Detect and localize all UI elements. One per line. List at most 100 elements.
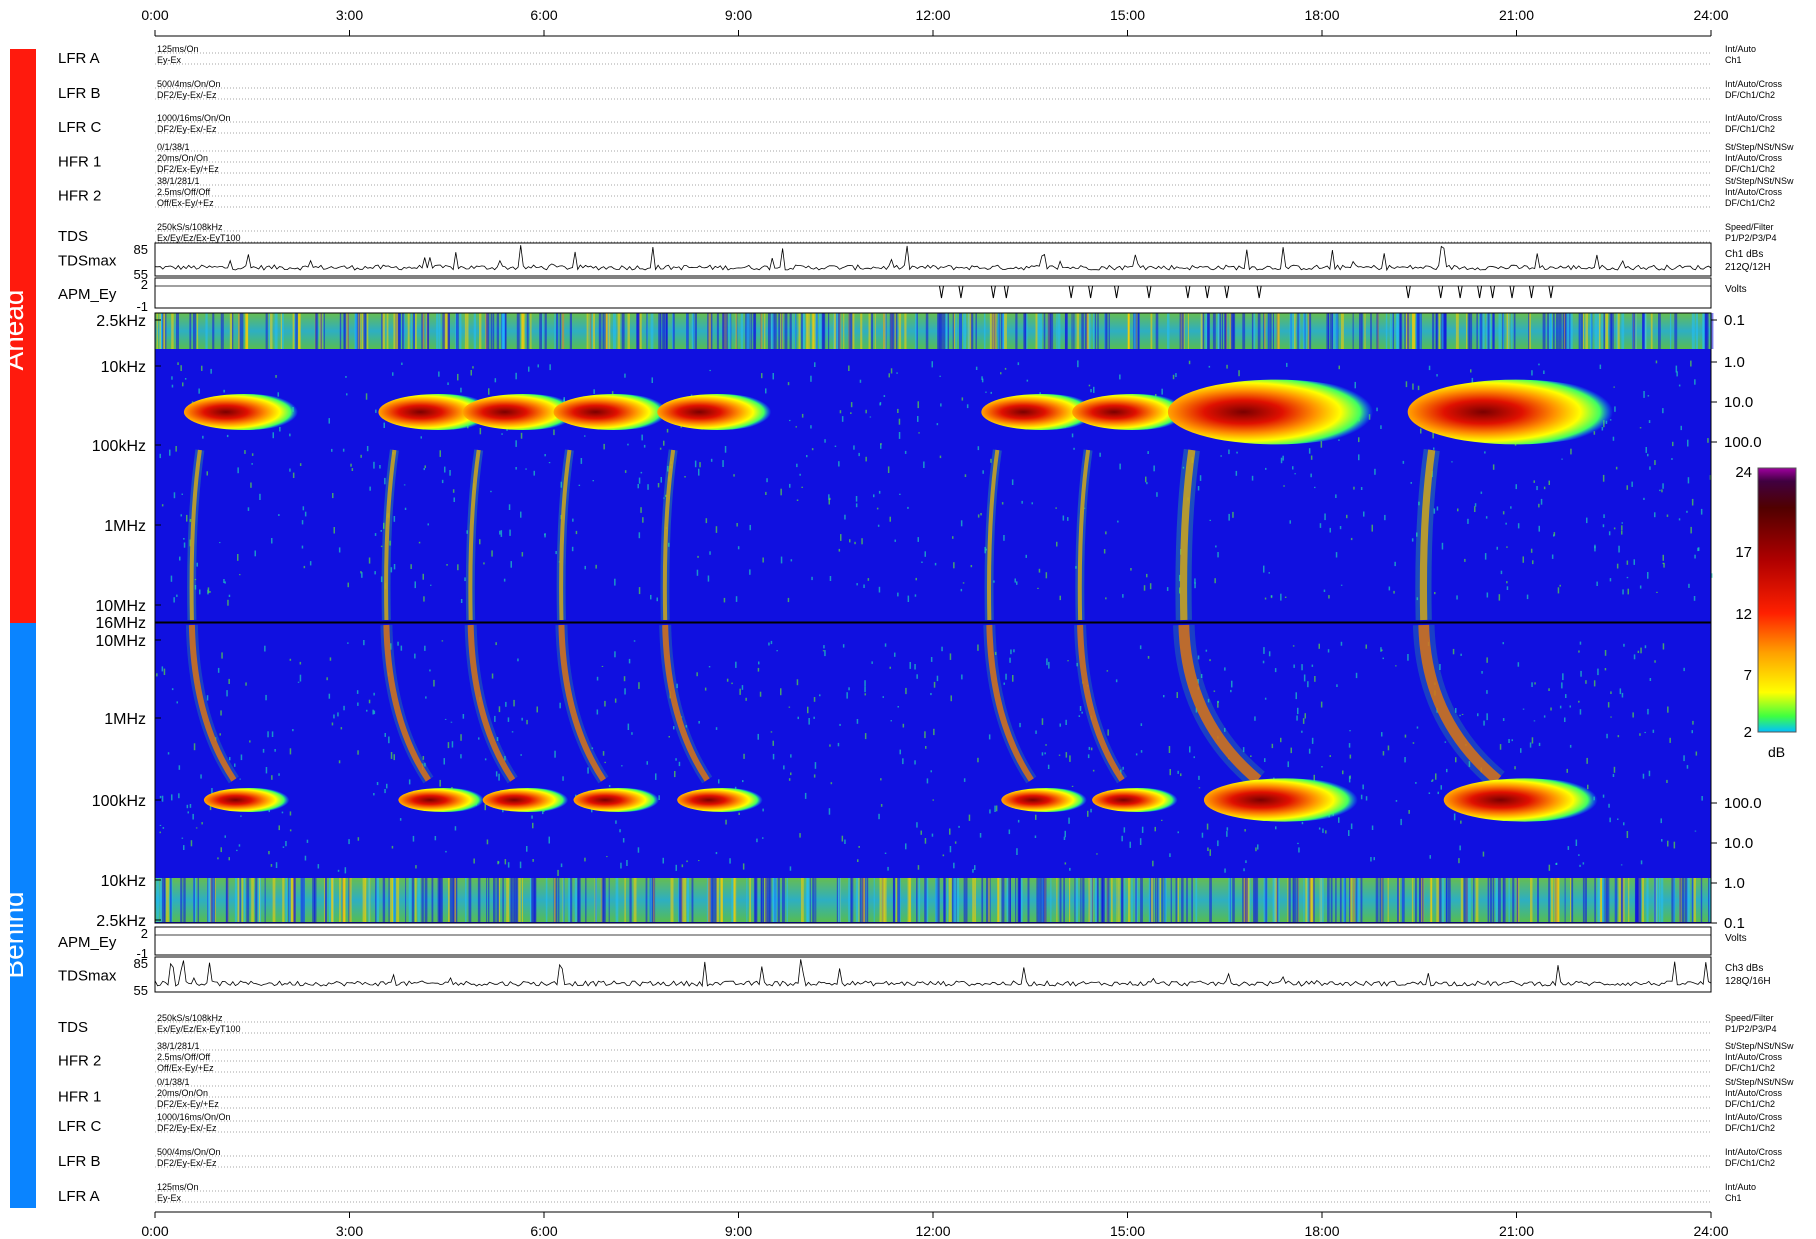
speckle <box>400 645 403 651</box>
noise-streak <box>1360 878 1363 922</box>
noise-streak <box>1043 878 1045 922</box>
noise-streak <box>1605 313 1608 349</box>
speckle <box>651 377 653 383</box>
noise-streak <box>1036 878 1038 922</box>
noise-streak <box>1276 313 1280 349</box>
noise-streak <box>234 878 238 922</box>
noise-streak <box>532 878 535 922</box>
speckle <box>1627 588 1629 595</box>
speckle <box>1147 451 1149 454</box>
noise-streak <box>1254 878 1257 922</box>
speckle <box>366 446 369 452</box>
speckle <box>619 829 621 833</box>
noise-streak <box>534 878 537 922</box>
speckle <box>994 805 996 812</box>
speckle <box>200 774 202 779</box>
speckle <box>1654 512 1656 518</box>
instrument-row-name: LFR C <box>58 119 102 136</box>
speckle <box>460 387 462 393</box>
noise-streak <box>1327 313 1330 349</box>
noise-streak <box>735 313 737 349</box>
speckle <box>1707 438 1709 443</box>
noise-streak <box>1205 313 1208 349</box>
speckle <box>1179 587 1181 594</box>
speckle <box>1692 720 1694 725</box>
speckle <box>264 645 266 652</box>
speckle <box>1338 439 1340 441</box>
bottom-time-tick: 3:00 <box>336 1223 363 1239</box>
speckle <box>857 859 859 862</box>
noise-streak <box>1639 878 1642 922</box>
speckle <box>1226 831 1228 837</box>
speckle <box>272 432 274 439</box>
noise-streak <box>214 878 216 922</box>
speckle <box>304 511 307 517</box>
noise-streak <box>585 878 587 922</box>
speckle <box>389 540 391 546</box>
speckle <box>638 682 640 689</box>
speckle <box>279 426 281 432</box>
speckle <box>1459 714 1461 717</box>
bottom-time-tick: 24:00 <box>1693 1223 1728 1239</box>
speckle <box>1175 373 1177 377</box>
speckle <box>207 587 210 594</box>
speckle <box>1506 546 1508 548</box>
noise-streak <box>650 313 654 349</box>
speckle <box>348 839 350 845</box>
speckle <box>161 504 164 507</box>
top-time-tick: 12:00 <box>915 7 950 23</box>
noise-streak <box>802 313 805 349</box>
speckle <box>1626 485 1628 490</box>
speckle <box>578 484 581 486</box>
noise-streak <box>1302 313 1305 349</box>
noise-streak <box>1570 878 1572 922</box>
noise-streak <box>1352 313 1354 349</box>
noise-streak <box>1498 878 1501 922</box>
noise-streak <box>1455 313 1459 349</box>
speckle <box>1578 854 1580 856</box>
noise-streak <box>948 878 952 922</box>
noise-streak <box>1603 313 1605 349</box>
panel-tick-low: -1 <box>136 299 148 314</box>
speckle <box>650 594 652 600</box>
speckle <box>1683 667 1685 672</box>
speckle <box>274 749 276 752</box>
noise-streak <box>750 313 752 349</box>
behind-burst-blob <box>1001 788 1092 812</box>
instrument-setting-left: 125ms/On <box>157 44 199 54</box>
speckle <box>863 584 865 588</box>
speckle <box>194 578 197 581</box>
speckle <box>1096 853 1098 855</box>
speckle <box>555 551 557 555</box>
speckle <box>1034 835 1037 838</box>
noise-streak <box>1296 878 1299 922</box>
noise-streak <box>904 313 907 349</box>
speckle <box>484 758 487 761</box>
speckle <box>715 526 718 533</box>
noise-streak <box>542 313 544 349</box>
speckle <box>1531 737 1534 744</box>
ahead-burst-tail <box>468 449 481 621</box>
speckle <box>1335 552 1338 558</box>
speckle <box>1412 383 1414 390</box>
speckle <box>897 592 899 597</box>
speckle <box>178 765 181 770</box>
speckle <box>1617 735 1620 738</box>
speckle <box>412 835 415 842</box>
speckle <box>1087 754 1090 759</box>
speckle <box>268 851 270 855</box>
noise-streak <box>764 313 766 349</box>
behind-burst-tail <box>986 624 1034 782</box>
speckle <box>509 529 511 536</box>
speckle <box>1270 595 1273 598</box>
speckle <box>1103 549 1106 554</box>
noise-streak <box>965 878 968 922</box>
noise-streak <box>1047 313 1051 349</box>
noise-streak <box>545 878 548 922</box>
speckle <box>1121 835 1123 842</box>
noise-streak <box>468 878 472 922</box>
speckle <box>548 462 551 464</box>
noise-streak <box>455 878 458 922</box>
noise-streak <box>733 878 735 922</box>
speckle <box>503 578 506 582</box>
